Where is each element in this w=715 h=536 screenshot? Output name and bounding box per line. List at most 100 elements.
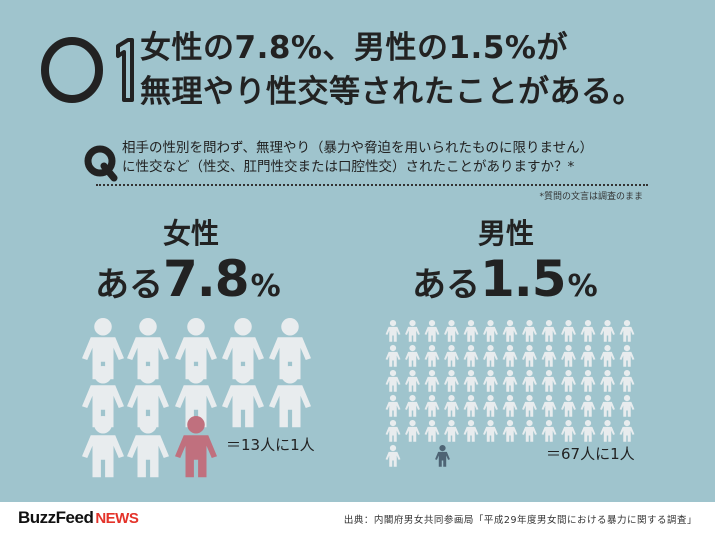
female-stat-unit: % [250, 269, 281, 304]
male-person-icon [483, 420, 498, 442]
female-stat: ある7.8% [95, 250, 281, 308]
person-icon-grid [82, 318, 635, 478]
male-person-icon [541, 370, 557, 392]
male-person-icon [463, 420, 479, 442]
question-mark-badge [84, 145, 118, 182]
female-person-icon [127, 416, 169, 478]
female-person-icon [269, 318, 311, 380]
male-person-icon [424, 320, 440, 342]
logo-main: BuzzFeed [18, 508, 94, 527]
female-label: 女性 [163, 217, 220, 250]
female-person-icon [82, 318, 124, 380]
male-stat-unit: % [567, 269, 598, 304]
male-person-icon [424, 395, 440, 417]
male-person-icon [619, 420, 635, 442]
male-person-icon [522, 395, 537, 417]
question-divider [96, 184, 648, 186]
male-person-icon [561, 420, 576, 442]
infographic-panel: 女性の7.8%、男性の1.5%が 無理やり性交等されたことがある。 相手の性別を… [0, 0, 715, 502]
female-highlight-person-icon [175, 416, 217, 478]
male-person-icon [502, 320, 518, 342]
male-person-icon [561, 395, 576, 417]
female-person-icon [127, 318, 169, 380]
male-person-icon [522, 345, 537, 367]
male-person-icon [405, 345, 420, 367]
female-person-icon [222, 318, 264, 380]
male-person-icon [522, 370, 537, 392]
male-person-icon [600, 345, 615, 367]
female-stat-value: 7.8 [163, 250, 250, 308]
source-citation: 出典：内閣府男女共同参画局「平成29年度男女間における暴力に関する調査」 [343, 515, 697, 526]
male-person-icon [561, 320, 576, 342]
male-person-icon [522, 320, 537, 342]
male-person-icon [619, 320, 635, 342]
male-person-icon [502, 370, 518, 392]
male-person-icon [405, 370, 420, 392]
footer [0, 502, 715, 536]
male-person-icon [580, 395, 596, 417]
male-highlight-person-icon [435, 445, 450, 467]
male-person-icon [463, 370, 479, 392]
male-person-icon [385, 345, 401, 367]
male-person-icon [405, 420, 420, 442]
female-person-icon [269, 366, 311, 428]
male-person-icon [522, 420, 537, 442]
male-label: 男性 [478, 217, 535, 250]
male-ratio: ＝67人に1人 [546, 445, 635, 463]
question-footnote: *質問の文言は調査のまま [539, 192, 643, 202]
question-line-1: 相手の性別を問わず、無理やり（暴力や脅迫を用いられたものに限りません） [122, 140, 594, 156]
male-person-icon [424, 345, 440, 367]
male-person-icon [619, 345, 635, 367]
female-person-icon [127, 366, 169, 428]
q1-number-mark [41, 37, 134, 103]
male-person-icon [619, 395, 635, 417]
male-stat: ある1.5% [412, 250, 598, 308]
female-person-icon [82, 416, 124, 478]
male-person-icon [541, 345, 557, 367]
headline: 女性の7.8%、男性の1.5%が 無理やり性交等されたことがある。 [140, 26, 700, 114]
male-person-icon [444, 320, 459, 342]
female-person-icon [175, 366, 217, 428]
male-person-icon [463, 320, 479, 342]
male-person-icon [600, 420, 615, 442]
female-person-icon [82, 366, 124, 428]
male-person-icon [541, 395, 557, 417]
female-person-icon [175, 318, 217, 380]
female-person-icon [222, 366, 264, 428]
male-person-icon [541, 320, 557, 342]
male-person-icon [444, 395, 459, 417]
male-person-icon [385, 445, 401, 467]
female-stat-prefix: ある [95, 265, 163, 305]
survey-question: 相手の性別を問わず、無理やり（暴力や脅迫を用いられたものに限りません） に性交な… [122, 139, 682, 177]
male-person-icon [463, 345, 479, 367]
male-person-icon [405, 320, 420, 342]
male-person-icon [600, 320, 615, 342]
male-person-icon [502, 420, 518, 442]
male-person-icon [580, 320, 596, 342]
headline-line-1: 女性の7.8%、男性の1.5%が [140, 30, 568, 66]
female-ratio: ＝13人に1人 [226, 436, 315, 454]
buzzfeed-news-logo: BuzzFeed NEWS [18, 508, 139, 528]
male-person-icon [424, 370, 440, 392]
male-person-icon [483, 345, 498, 367]
male-person-icon [444, 370, 459, 392]
logo-sub: NEWS [95, 510, 139, 527]
male-person-icon [463, 395, 479, 417]
male-person-icon [502, 395, 518, 417]
male-person-icon [424, 420, 440, 442]
male-person-icon [385, 395, 401, 417]
male-person-icon [561, 370, 576, 392]
male-person-icon [483, 320, 498, 342]
male-person-icon [385, 420, 401, 442]
male-stat-value: 1.5 [480, 250, 567, 308]
male-person-icon [541, 420, 557, 442]
headline-line-2: 無理やり性交等されたことがある。 [140, 74, 644, 110]
male-person-icon [580, 345, 596, 367]
male-person-icon [561, 345, 576, 367]
male-person-icon [502, 345, 518, 367]
male-person-icon [385, 370, 401, 392]
question-line-2: に性交など（性交、肛門性交または口腔性交）されたことがありますか？* [122, 159, 575, 175]
male-person-icon [580, 420, 596, 442]
male-person-icon [619, 370, 635, 392]
male-person-icon [483, 395, 498, 417]
